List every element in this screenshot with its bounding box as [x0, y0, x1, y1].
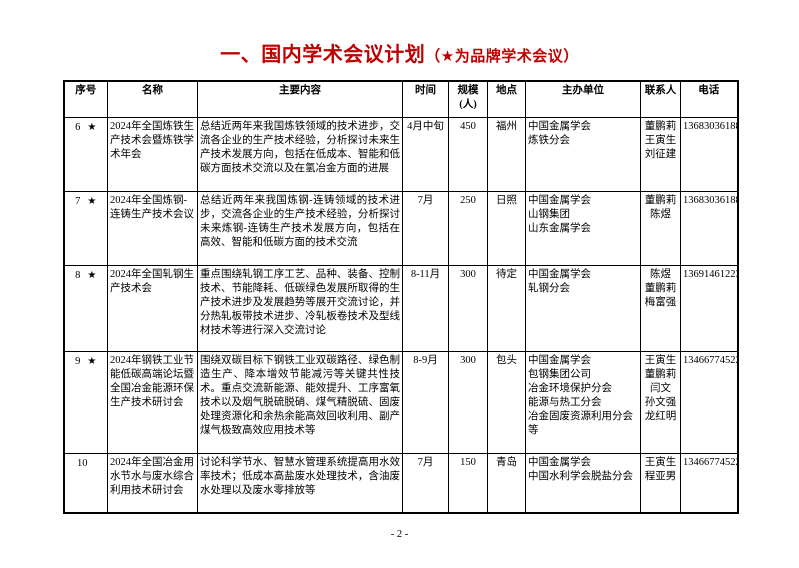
cell-phone: 13683036188	[680, 116, 738, 192]
header-time: 时间	[402, 80, 449, 118]
cell-index: 9 ★	[63, 350, 108, 454]
page-number: - 2 -	[390, 529, 409, 540]
cell-scale: 150	[448, 452, 488, 514]
cell-time: 4月中旬	[402, 116, 449, 192]
cell-contact: 王寅生 董鹏莉 闫文 孙文强 龙红明	[640, 350, 681, 454]
cell-contact: 王寅生 程亚男	[640, 452, 681, 514]
cell-content: 总结近两年来我国炼铁领域的技术进步，交流各企业的生产技术经验，分析探讨未来生产技…	[197, 116, 403, 192]
cell-contact: 董鹏莉 陈煜	[640, 190, 681, 266]
brand-star-icon: ★	[87, 195, 97, 207]
cell-location: 待定	[487, 264, 526, 352]
cell-location: 青岛	[487, 452, 526, 514]
cell-index: 6 ★	[63, 116, 108, 192]
header-location: 地点	[487, 80, 526, 118]
cell-time: 8-9月	[402, 350, 449, 454]
cell-phone: 13691461223	[680, 264, 738, 352]
table-row: 6 ★ 2024年全国炼铁生产技术会暨炼铁学术年会 总结近两年来我国炼铁领域的技术…	[63, 116, 738, 192]
document-page: 一、国内学术会议计划（★为品牌学术会议） 序号 名称 主要内容 时间 规模 (人…	[62, 0, 739, 540]
table-row: 7 ★ 2024年全国炼钢-连铸生产技术会议 总结近两年来我国炼钢-连铸领域的技术…	[63, 190, 738, 266]
cell-content: 围绕双碳目标下钢铁工业双碳路径、绿色制造生产、降本增效节能减污等关键共性技术。重…	[197, 350, 403, 454]
row-number: 6	[75, 121, 81, 133]
header-content: 主要内容	[197, 80, 403, 118]
row-number: 9	[75, 355, 81, 367]
cell-organizer: 中国金属学会 中国水利学会脱盐分会	[525, 452, 641, 514]
brand-star-icon: ★	[87, 121, 97, 133]
cell-name: 2024年全国冶金用水节水与废水综合利用技术研讨会	[107, 452, 198, 514]
cell-scale: 300	[448, 264, 488, 352]
cell-phone: 13683036188	[680, 190, 738, 266]
cell-scale: 450	[448, 116, 488, 192]
cell-index: 7 ★	[63, 190, 108, 266]
cell-name: 2024年全国炼铁生产技术会暨炼铁学术年会	[107, 116, 198, 192]
row-number: 10	[77, 457, 88, 469]
header-contact: 联系人	[640, 80, 681, 118]
table-row: 10 2024年全国冶金用水节水与废水综合利用技术研讨会 讨论科学节水、智慧水管…	[63, 452, 738, 514]
conference-plan-table: 序号 名称 主要内容 时间 规模 (人) 地点 主办单位 联系人 电话 6 ★ 2…	[62, 80, 739, 514]
table-header-row: 序号 名称 主要内容 时间 规模 (人) 地点 主办单位 联系人 电话	[63, 80, 738, 118]
cell-time: 7月	[402, 452, 449, 514]
cell-organizer: 中国金属学会 轧钢分会	[525, 264, 641, 352]
cell-name: 2024年全国炼钢-连铸生产技术会议	[107, 190, 198, 266]
cell-location: 福州	[487, 116, 526, 192]
cell-time: 8-11月	[402, 264, 449, 352]
cell-content: 重点围绕轧钢工序工艺、品种、装备、控制技术、节能降耗、低碳绿色发展所取得的生产技…	[197, 264, 403, 352]
cell-location: 包头	[487, 350, 526, 454]
cell-organizer: 中国金属学会 包钢集团公司 冶金环境保护分会 能源与热工分会 冶金固废资源利用分…	[525, 350, 641, 454]
cell-scale: 250	[448, 190, 488, 266]
cell-name: 2024年钢铁工业节能低碳高端论坛暨全国冶金能源环保生产技术研讨会	[107, 350, 198, 454]
table-row: 8 ★ 2024年全国轧钢生产技术会 重点围绕轧钢工序工艺、品种、装备、控制技术、…	[63, 264, 738, 352]
cell-index: 8 ★	[63, 264, 108, 352]
header-scale: 规模 (人)	[448, 80, 488, 118]
row-number: 8	[75, 269, 81, 281]
cell-contact: 董鹏莉 王寅生 刘征建	[640, 116, 681, 192]
cell-scale: 300	[448, 350, 488, 454]
page-title: 一、国内学术会议计划（★为品牌学术会议）	[63, 38, 737, 67]
cell-time: 7月	[402, 190, 449, 266]
header-phone: 电话	[680, 80, 738, 118]
header-index: 序号	[63, 80, 108, 118]
cell-location: 日照	[487, 190, 526, 266]
header-name: 名称	[107, 80, 198, 118]
table-row: 9 ★ 2024年钢铁工业节能低碳高端论坛暨全国冶金能源环保生产技术研讨会 围绕双…	[63, 350, 738, 454]
page-title-paren: （★为品牌学术会议）	[425, 48, 579, 65]
cell-organizer: 中国金属学会 山钢集团 山东金属学会	[525, 190, 641, 266]
header-organizer: 主办单位	[525, 80, 641, 118]
cell-content: 讨论科学节水、智慧水管理系统提高用水效率技术；低成本高盐废水处理技术，含油废水处…	[197, 452, 403, 514]
cell-organizer: 中国金属学会 炼铁分会	[525, 116, 641, 192]
cell-phone: 13466774522	[680, 452, 738, 514]
cell-contact: 陈煜 董鹏莉 梅富强	[640, 264, 681, 352]
row-number: 7	[75, 195, 81, 207]
brand-star-icon: ★	[87, 269, 97, 281]
brand-star-icon: ★	[87, 355, 97, 367]
cell-phone: 13466774522	[680, 350, 738, 454]
page-title-main: 一、国内学术会议计划	[220, 44, 426, 66]
cell-content: 总结近两年来我国炼钢-连铸领域的技术进步，交流各企业的生产技术经验，分析探讨未来…	[197, 190, 403, 266]
cell-name: 2024年全国轧钢生产技术会	[107, 264, 198, 352]
cell-index: 10	[63, 452, 108, 514]
